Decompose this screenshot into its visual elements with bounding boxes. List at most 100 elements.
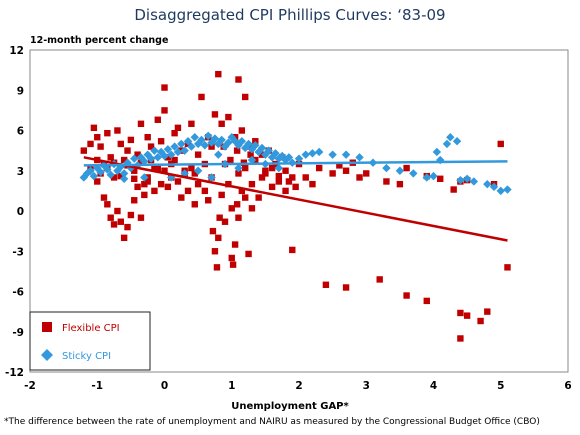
flexible-cpi-point [248, 205, 256, 212]
flexible-cpi-point [233, 201, 241, 208]
flexible-cpi-point [191, 170, 198, 177]
flexible-cpi-point [161, 107, 168, 114]
flexible-cpi-point [141, 180, 148, 188]
sticky-cpi-point [446, 133, 455, 142]
sticky-cpi-point [294, 154, 304, 163]
sticky-cpi-point [183, 137, 193, 146]
flexible-cpi-point [225, 113, 232, 121]
flexible-cpi-point [484, 308, 491, 315]
flexible-cpi-point [315, 164, 323, 172]
flexible-cpi-point [218, 191, 225, 199]
sticky-cpi-point [503, 185, 512, 194]
sticky-cpi-point [160, 151, 169, 161]
y-axis-ticks: 12 9 6 3 0 -3 -6 -9 -12 [5, 45, 24, 379]
flexible-cpi-point [117, 172, 124, 180]
flexible-cpi-point [247, 151, 254, 158]
sticky-cpi-point [281, 155, 290, 165]
sticky-cpi-point [180, 146, 189, 155]
sticky-cpi-point [284, 153, 294, 162]
flexible-cpi-point [329, 170, 336, 177]
chart-title: Disaggregated CPI Phillips Curves: ‘83-0… [134, 6, 445, 24]
sticky-cpi-point [193, 139, 203, 149]
sticky-cpi-point [224, 138, 233, 147]
x-tick-label: 5 [497, 380, 504, 392]
flexible-cpi-point [114, 207, 121, 215]
flexible-cpi-point [213, 264, 221, 271]
legend-flexible-label: Flexible CPI [62, 323, 120, 334]
flexible-cpi-point [201, 187, 209, 195]
sticky-cpi-point [452, 137, 462, 146]
sticky-cpi-point [469, 177, 479, 186]
flexible-cpi-point [356, 174, 363, 181]
flexible-cpi-point [151, 163, 158, 170]
sticky-cpi-point [187, 142, 196, 151]
flexible-cpi-point [504, 264, 511, 271]
flexible-cpi-point [137, 214, 145, 221]
y-tick-label: 12 [9, 45, 24, 57]
sticky-cpi-point [119, 169, 129, 178]
x-tick-label: 4 [430, 380, 437, 392]
flexible-cpi-point [215, 70, 222, 78]
flexible-cpi-point [107, 214, 114, 221]
sticky-cpi-point [314, 147, 324, 157]
flexible-cpi-point [322, 281, 330, 288]
flexible-cpi-point [198, 93, 205, 101]
y-tick-label: 9 [17, 85, 24, 97]
sticky-cpi-point [197, 135, 206, 145]
flexible-cpi-point [376, 276, 383, 283]
flexible-cpi-point [289, 174, 296, 181]
flexible-cpi-point [255, 194, 262, 201]
flexible-cpi-point [131, 167, 138, 174]
sticky-cpi-point [456, 175, 465, 185]
sticky-cpi-point [227, 133, 236, 142]
sticky-cpi-point [214, 150, 223, 159]
flexible-cpi-point [174, 178, 182, 185]
y-tick-label: 0 [17, 206, 24, 218]
flexible-cpi-point [124, 147, 131, 154]
flexible-cpi-point [221, 218, 229, 225]
flexible-cpi-point [144, 134, 151, 141]
flexible-cpi-point [396, 180, 404, 188]
sticky-cpi-point [173, 147, 183, 157]
flexible-cpi-trend-line [83, 156, 508, 242]
flexible-cpi-point [134, 151, 141, 158]
flexible-cpi-point [157, 180, 165, 188]
flexible-cpi-point [242, 164, 249, 172]
x-tick-label: -1 [91, 380, 103, 392]
flexible-cpi-point [127, 211, 135, 219]
flexible-cpi-point [194, 180, 202, 188]
flexible-cpi-point [225, 180, 232, 188]
flexible-cpi-point [171, 156, 178, 164]
sticky-cpi-point [167, 150, 176, 159]
flexible-cpi-point [275, 172, 283, 180]
sticky-cpi-point [146, 154, 156, 163]
flexible-cpi-point [229, 261, 237, 268]
sticky-cpi-point [177, 139, 186, 149]
sticky-cpi-point [483, 179, 492, 189]
legend-box [29, 311, 151, 371]
flexible-cpi-point [100, 194, 108, 201]
flexible-cpi-point [131, 175, 138, 182]
flexible-cpi-point [383, 178, 390, 185]
flexible-cpi-point [215, 234, 222, 242]
sticky-cpi-point [200, 141, 210, 150]
y-tick-label: -9 [12, 327, 24, 339]
flexible-cpi-point [117, 140, 124, 148]
flexible-cpi-point [363, 170, 370, 177]
flexible-cpi-point [87, 140, 94, 148]
flexible-cpi-point [184, 187, 192, 195]
footnote: *The difference between the rate of unem… [4, 417, 540, 427]
x-axis-ticks: -2 -1 0 1 2 3 4 5 6 [24, 380, 571, 392]
x-tick-label: 2 [295, 380, 302, 392]
flexible-cpi-point [231, 241, 239, 248]
sticky-cpi-point [153, 153, 162, 162]
sticky-cpi-point [271, 149, 280, 158]
flexible-cpi-point [137, 120, 145, 127]
flexible-cpi-point [342, 167, 350, 174]
flexible-cpi-point [233, 147, 241, 154]
flexible-cpi-point [302, 174, 309, 181]
sticky-cpi-point [257, 143, 267, 153]
sticky-cpi-point [86, 166, 95, 175]
